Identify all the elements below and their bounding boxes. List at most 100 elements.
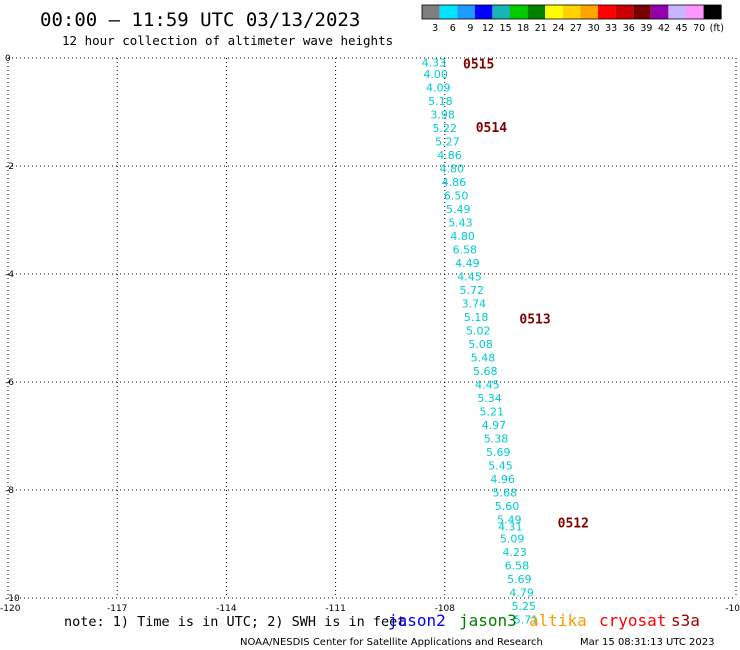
colorbar-swatch <box>527 5 546 19</box>
colorbar-label: 18 <box>517 23 529 34</box>
wave-height-value: 5.27 <box>435 136 460 149</box>
wave-height-value: 5.21 <box>480 406 505 419</box>
satellite-label-cryosat: cryosat <box>599 611 666 630</box>
wave-height-value: 5.38 <box>484 433 509 446</box>
time-label: 0515 <box>463 57 494 72</box>
colorbar-frame <box>421 4 722 20</box>
wave-height-value: 5.68 <box>493 487 518 500</box>
colorbar-swatch <box>457 5 475 19</box>
y-tick-label: -10 <box>5 594 20 604</box>
colorbar-label: 12 <box>482 23 494 34</box>
colorbar-label: 21 <box>535 23 547 34</box>
colorbar-label: 42 <box>658 23 670 34</box>
wave-height-value: 4.09 <box>426 82 451 95</box>
colorbar-swatch <box>422 5 440 19</box>
wave-height-value: 5.34 <box>477 392 502 405</box>
time-label: 0514 <box>476 121 507 136</box>
wave-height-value: 6.58 <box>453 244 478 257</box>
wave-height-value: 4.45 <box>457 271 482 284</box>
colorbar-swatch <box>439 5 458 19</box>
colorbar-label: 45 <box>676 23 688 34</box>
wave-height-value: 6.50 <box>444 190 469 203</box>
colorbar-label: 6 <box>450 23 456 34</box>
wave-height-value: 5.71 <box>514 614 539 627</box>
x-tick-label: -108 <box>435 604 456 614</box>
colorbar-swatch <box>474 5 493 19</box>
wave-height-value: 4.80 <box>439 163 464 176</box>
wave-height-value: 5.43 <box>448 217 473 230</box>
y-axis-ticks: 0 -2 -4 -6 -8 -10 <box>5 54 20 604</box>
satellite-label-altika: altika <box>529 611 587 630</box>
colorbar-label: (ft) <box>710 23 724 34</box>
colorbar-label: 15 <box>500 23 512 34</box>
colorbar-swatch <box>650 5 669 19</box>
wave-height-value: 5.25 <box>512 600 537 613</box>
colorbar-swatch <box>686 5 704 19</box>
wave-height-value: 5.22 <box>433 122 458 135</box>
colorbar-label: 70 <box>693 23 705 34</box>
wave-height-value: 4.45 <box>475 379 500 392</box>
wave-height-value: 5.69 <box>486 446 511 459</box>
colorbar-swatch <box>668 5 686 19</box>
time-label: 0512 <box>558 516 589 531</box>
colorbar-swatch <box>580 5 598 19</box>
wave-height-value: 4.23 <box>502 546 527 559</box>
colorbar-swatch <box>562 5 581 19</box>
colorbar-swatch <box>598 5 616 19</box>
satellite-label-s3a: s3a <box>671 611 700 630</box>
colorbar-label: 3 <box>432 23 438 34</box>
wave-height-value: 4.33 <box>422 56 447 69</box>
colorbar-swatch <box>703 5 722 19</box>
wave-height-value: 5.69 <box>507 573 532 586</box>
wave-height-value: 5.18 <box>428 95 453 108</box>
wave-height-value: 3.98 <box>430 109 455 122</box>
x-axis-ticks: -120 -117 -114 -111 -108 -10 <box>0 604 740 614</box>
colorbar-label: 36 <box>623 23 635 34</box>
x-tick-label: -114 <box>216 604 237 614</box>
wave-height-value: 4.96 <box>490 473 515 486</box>
y-tick-label: -6 <box>5 378 14 388</box>
x-tick-label: -120 <box>0 604 21 614</box>
time-labels: 0515 0514 0513 0512 <box>463 57 589 531</box>
wave-height-value: 4.31 <box>498 521 523 534</box>
y-tick-label: -2 <box>5 162 14 172</box>
footer-timestamp: Mar 15 08:31:13 UTC 2023 <box>580 637 715 648</box>
wave-height-value: 5.45 <box>488 460 513 473</box>
time-label: 0513 <box>519 312 550 327</box>
footer-note: note: 1) Time is in UTC; 2) SWH is in fe… <box>64 614 405 630</box>
wave-height-value: 5.72 <box>459 284 484 297</box>
colorbar-label: 24 <box>552 23 564 34</box>
wave-height-value: 4.86 <box>442 176 467 189</box>
satellite-label-jason3: jason3 <box>459 611 517 630</box>
plot-grid <box>7 57 737 599</box>
chart-subtitle: 12 hour collection of altimeter wave hei… <box>62 33 393 48</box>
wave-height-value: 5.02 <box>466 325 491 338</box>
wave-height-value: 4.86 <box>437 149 462 162</box>
wave-height-value: 5.18 <box>464 311 489 324</box>
y-tick-label: -4 <box>5 270 14 280</box>
wave-height-value: 5.68 <box>473 365 498 378</box>
x-tick-label: -10 <box>725 604 740 614</box>
satellite-legend: jason2 jason3 altika cryosat s3a <box>388 611 700 630</box>
x-tick-label: -111 <box>325 604 345 614</box>
colorbar-legend: 3 6 9 12 15 18 21 24 27 30 33 36 39 42 45 70 (ft) <box>421 4 724 34</box>
colorbar-swatch <box>633 5 651 19</box>
colorbar-label: 39 <box>640 23 652 34</box>
wave-height-points: 4.334.004.095.183.985.225.274.864.804.86… <box>422 56 539 626</box>
y-tick-label: 0 <box>5 54 11 64</box>
wave-height-value: 4.79 <box>509 587 534 600</box>
colorbar-label: 30 <box>588 23 600 34</box>
chart-title: 00:00 — 11:59 UTC 03/13/2023 <box>40 9 360 31</box>
satellite-label-jason2: jason2 <box>388 611 446 630</box>
wave-height-value: 3.74 <box>462 298 487 311</box>
footer-credit: NOAA/NESDIS Center for Satellite Applica… <box>240 637 543 648</box>
x-tick-label: -117 <box>107 604 127 614</box>
wave-height-value: 5.49 <box>446 203 471 216</box>
wave-height-value: 5.09 <box>500 533 525 546</box>
wave-height-value: 4.97 <box>482 419 507 432</box>
colorbar-swatch <box>492 5 510 19</box>
wave-height-value: 4.80 <box>450 230 475 243</box>
wave-height-value: 6.58 <box>505 560 530 573</box>
colorbar-label: 33 <box>605 23 617 34</box>
